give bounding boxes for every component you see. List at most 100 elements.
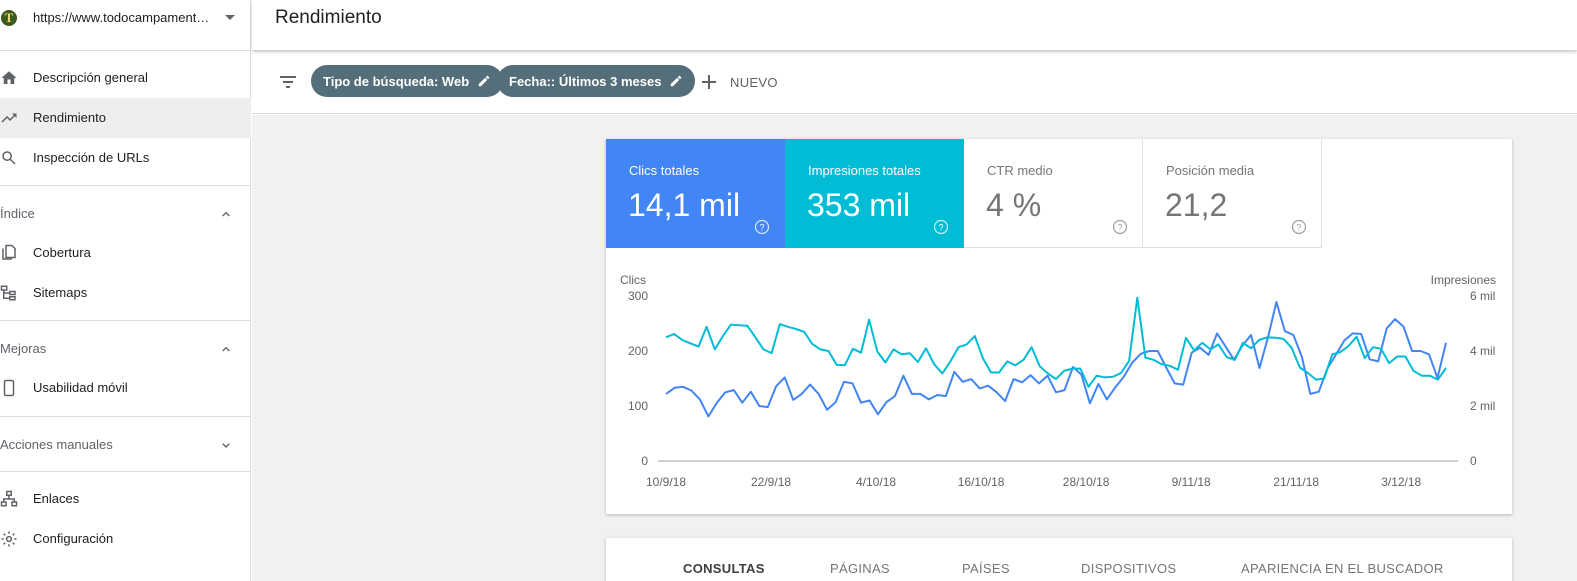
nav-label: Inspección de URLs <box>33 150 150 165</box>
metric-total-clicks[interactable]: Clics totales 14,1 mil ? <box>606 139 785 248</box>
y-tick-label-left: 100 <box>628 399 648 413</box>
x-tick-label: 22/9/18 <box>751 475 791 489</box>
plus-icon <box>702 75 716 89</box>
x-tick-label: 10/9/18 <box>646 475 686 489</box>
nav-label: Descripción general <box>33 70 148 85</box>
divider <box>0 50 251 51</box>
metric-average-ctr[interactable]: CTR medio 4 % ? <box>964 139 1143 248</box>
y-tick-label-left: 200 <box>628 344 648 358</box>
performance-card: Clics totales 14,1 mil ? Impresiones tot… <box>606 139 1512 514</box>
nav-mobile-usability[interactable]: Usabilidad móvil <box>0 368 251 408</box>
series-lines <box>665 296 1447 418</box>
x-tick-label: 21/11/18 <box>1273 475 1319 489</box>
y-tick-label-left: 0 <box>641 454 648 468</box>
section-label: Índice <box>0 206 35 221</box>
metric-label: Posición media <box>1166 163 1255 178</box>
x-tick-label: 9/11/18 <box>1172 475 1211 489</box>
trending-up-icon <box>1 113 17 123</box>
nav-url-inspection[interactable]: Inspección de URLs <box>0 138 251 178</box>
tab-search-appearance[interactable]: APARIENCIA EN EL BUSCADOR <box>1241 561 1444 576</box>
edit-icon <box>671 75 682 87</box>
nav-label: Configuración <box>33 531 114 546</box>
file-copy-icon <box>2 244 16 260</box>
new-filter-button[interactable]: NUEVO <box>700 70 778 94</box>
nav-settings[interactable]: Configuración <box>0 519 251 559</box>
help-icon[interactable]: ? <box>1112 219 1128 235</box>
y-tick-label-right: 0 <box>1470 454 1477 468</box>
y-tick-label-right: 6 mil <box>1470 289 1495 303</box>
gear-icon <box>1 531 17 547</box>
x-tick-label: 3/12/18 <box>1381 475 1421 489</box>
nav-label: Cobertura <box>33 245 91 260</box>
page-title: Rendimiento <box>275 7 382 28</box>
x-tick-label: 28/10/18 <box>1063 475 1110 489</box>
top-bar: Rendimiento <box>252 0 1577 50</box>
section-label: Mejoras <box>0 341 47 356</box>
nav-coverage[interactable]: Cobertura <box>0 233 251 273</box>
dropdown-arrow-icon <box>225 15 235 20</box>
property-url: https://www.todocampament… <box>33 10 210 25</box>
section-manual-actions[interactable]: Acciones manuales <box>0 429 251 461</box>
nav-sitemaps[interactable]: Sitemaps <box>0 273 251 313</box>
y-axis-label-right: Impresiones <box>1431 273 1496 287</box>
y-tick-label-left: 300 <box>628 289 648 303</box>
chip-label: Tipo de búsqueda: Web <box>323 73 470 89</box>
performance-chart[interactable]: Clics Impresiones 0 100 200 300 0 2 mil 4 mil… <box>606 248 1512 514</box>
divider <box>0 471 251 472</box>
chip-label: Fecha:: Últimos 3 meses <box>509 73 662 89</box>
x-tick-label: 16/10/18 <box>958 475 1005 489</box>
series-line-impresiones <box>665 296 1447 388</box>
metric-label: Impresiones totales <box>808 163 921 178</box>
y-tick-label-right: 2 mil <box>1470 399 1495 413</box>
section-label: Acciones manuales <box>0 437 113 452</box>
metric-value: 4 % <box>986 187 1042 223</box>
metric-label: CTR medio <box>987 163 1053 178</box>
svg-text:?: ? <box>759 223 764 233</box>
filter-chip-date[interactable]: Fecha:: Últimos 3 meses <box>497 65 696 97</box>
divider <box>0 185 251 186</box>
filter-icon[interactable] <box>278 73 298 91</box>
metric-value: 353 mil <box>807 187 911 223</box>
nav-label: Sitemaps <box>33 285 88 300</box>
home-icon <box>1 71 17 84</box>
chevron-up-icon <box>222 211 230 217</box>
sidebar: T https://www.todocampament… Descripción… <box>0 0 251 581</box>
tab-countries[interactable]: PAÍSES <box>962 561 1010 576</box>
nav-label: Enlaces <box>33 491 80 506</box>
y-axis-label-left: Clics <box>620 273 646 287</box>
tab-queries[interactable]: CONSULTAS <box>683 561 765 576</box>
nav-label: Rendimiento <box>33 110 106 125</box>
tab-pages[interactable]: PÁGINAS <box>830 561 890 576</box>
y-ticks-right: 0 2 mil 4 mil 6 mil <box>1470 289 1495 468</box>
svg-text:?: ? <box>1296 223 1301 233</box>
metric-label: Clics totales <box>629 163 700 178</box>
tab-devices[interactable]: DISPOSITIVOS <box>1081 561 1177 576</box>
divider <box>0 416 251 417</box>
new-filter-label: NUEVO <box>730 74 778 90</box>
help-icon[interactable]: ? <box>754 219 770 235</box>
help-icon[interactable]: ? <box>1291 219 1307 235</box>
section-enhancements[interactable]: Mejoras <box>0 333 251 365</box>
search-icon <box>2 151 16 165</box>
nav-links[interactable]: Enlaces <box>0 479 251 519</box>
metric-total-impressions[interactable]: Impresiones totales 353 mil ? <box>785 139 964 248</box>
site-logo: T <box>1 10 17 26</box>
svg-text:?: ? <box>1117 223 1122 233</box>
smartphone-icon <box>3 379 15 397</box>
dimension-tabs: CONSULTAS PÁGINAS PAÍSES DISPOSITIVOS AP… <box>606 538 1512 581</box>
filter-bar: Tipo de búsqueda: Web Fecha:: Últimos 3 … <box>252 50 1577 114</box>
svg-text:?: ? <box>938 223 943 233</box>
metric-average-position[interactable]: Posición media 21,2 ? <box>1143 139 1322 248</box>
nav-overview[interactable]: Descripción general <box>0 58 251 98</box>
filter-chip-search-type[interactable]: Tipo de búsqueda: Web <box>311 65 504 97</box>
property-selector[interactable]: T https://www.todocampament… <box>0 0 251 36</box>
help-icon[interactable]: ? <box>933 219 949 235</box>
metric-value: 14,1 mil <box>628 187 741 223</box>
nav-label: Usabilidad móvil <box>33 380 128 395</box>
sitemap-icon <box>0 285 16 301</box>
edit-icon <box>478 75 490 87</box>
nav-performance[interactable]: Rendimiento <box>0 98 251 138</box>
x-ticks: 10/9/18 22/9/18 4/10/18 16/10/18 28/10/18 9/1… <box>646 475 1422 489</box>
section-index[interactable]: Índice <box>0 198 251 230</box>
y-ticks-left: 0 100 200 300 <box>628 289 648 468</box>
